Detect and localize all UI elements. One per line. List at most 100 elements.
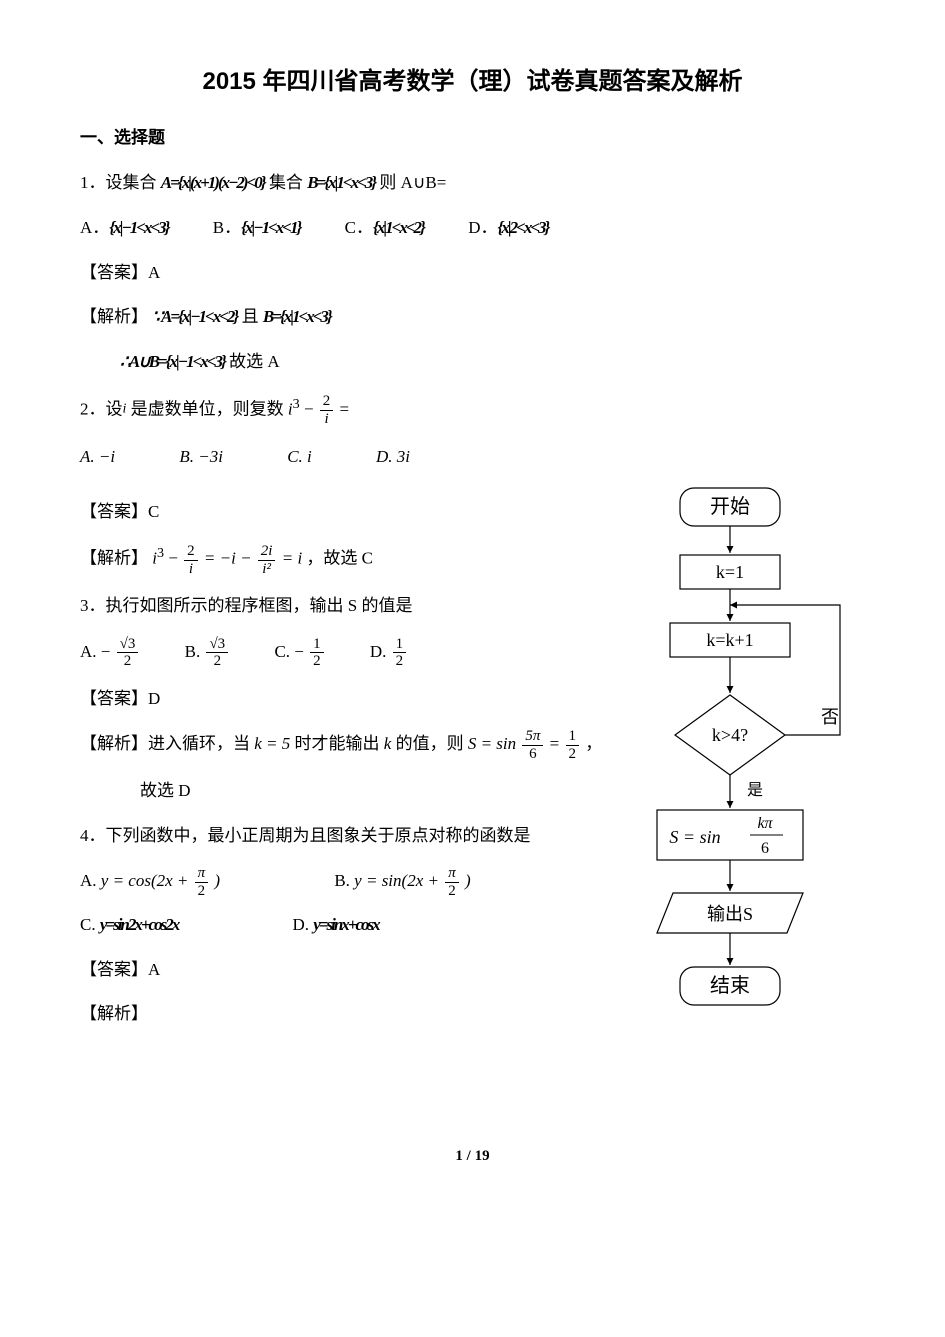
q1-set-a: A={x|(x+1)(x−2)<0} [161,173,265,192]
q1-stem-post: 则 A∪B= [379,173,446,192]
q3-optA-label: A. − [80,642,110,661]
q3-exp-k: k [384,734,392,753]
q3-optD-num: 1 [393,636,407,654]
flow-start-text: 开始 [710,495,750,518]
q2-exp-eq1: = −i − [204,549,252,568]
q4-optB-label: B. [334,871,354,890]
q2-stem-mid: 是虚数单位，则复数 [126,399,288,418]
q1-optB-val: {x|−1<x<1} [241,218,300,237]
q4-answer: 【答案】A [80,955,617,986]
question-1: 1．设集合 A={x|(x+1)(x−2)<0} 集合 B={x|1<x<3} … [80,168,865,199]
q3-exp-mid2: 的值，则 [396,734,468,753]
q1-exp-a: ∵A={x|−1<x<2} [152,307,237,326]
q1-option-c: C．{x|1<x<2} [345,213,424,244]
q2-option-a: A. −i [80,442,115,473]
q3-answer: 【答案】D [80,684,617,715]
q3-explain-2: 故选 D [80,776,617,807]
q1-exp-mid: 且 [242,307,263,326]
page-footer: 1 / 19 [80,1143,865,1170]
q4-optD-label: D. [292,915,313,934]
q2-expr-pow: 3 [293,396,300,412]
q1-optD-val: {x|2<x<3} [498,218,549,237]
question-3: 3．执行如图所示的程序框图，输出 S 的值是 [80,591,617,622]
q4-optA-label: A. [80,871,101,890]
flow-no-label: 否 [821,707,839,727]
q3-option-c: C. − 12 [274,636,325,670]
q4-optB-num: π [445,865,459,883]
q4-options-row2: C. y=sin2x+cos2x D. y=sinx+cosx [80,909,617,940]
flow-s-num: kπ [757,815,773,832]
q2-option-b: B. −3i [179,442,223,473]
q3-exp-S: S = sin [468,734,516,753]
q3-optD-den: 2 [393,653,407,670]
q4-optB-y: y = sin(2x + [354,871,443,890]
q1-optA-label: A． [80,218,109,237]
q4-option-d: D. y=sinx+cosx [292,910,378,941]
q2-exp-pow: 3 [157,545,164,561]
q3-option-b: B. √32 [185,636,231,670]
q1-explain: 【解析】 ∵A={x|−1<x<2} 且 B={x|1<x<3} [80,302,865,333]
q3-explain: 【解析】进入循环，当 k = 5 时才能输出 k 的值，则 S = sin 5π… [80,728,617,762]
q3-optC-label: C. − [274,642,308,661]
q2-frac: 2 i [320,393,334,427]
q4-explain: 【解析】 [80,999,617,1030]
q3-exp-comma: ， [585,734,602,753]
q1-optB-label: B． [213,218,241,237]
q4-optA-y: y = cos(2x + [101,871,193,890]
q3-exp-fnum: 5π [522,728,543,746]
q1-explain-2: ∴A∪B={x|−1<x<3} 故选 A [80,347,865,378]
q2-exp-f2d: i² [258,561,276,578]
q2-stem-pre: 2．设 [80,399,123,418]
section-heading-1: 一、选择题 [80,123,865,154]
q4-option-a: A. y = cos(2x + π2 ) [80,865,220,899]
q2-exp-label: 【解析】 [80,549,148,568]
q3-option-a: A. − √32 [80,636,140,670]
flow-yes-label: 是 [747,782,763,799]
q3-optC-num: 1 [310,636,324,654]
q4-option-c: C. y=sin2x+cos2x [80,910,178,941]
q4-optD-val: y=sinx+cosx [313,915,378,934]
q3-exp-hnum: 1 [566,728,580,746]
q1-optA-val: {x|−1<x<3} [109,218,168,237]
q1-exp-conclude: 故选 A [229,352,280,371]
q1-option-a: A．{x|−1<x<3} [80,213,169,244]
flowchart-svg: 开始 k=1 k=k+1 k>4? 否 是 S = sin kπ 6 输出S 结… [635,483,865,1103]
q2-frac-den: i [320,411,334,428]
q4-optC-label: C. [80,915,100,934]
q1-set-b: B={x|1<x<3} [307,173,375,192]
q2-option-c: C. i [287,442,312,473]
q2-exp-f1n: 2 [184,543,198,561]
q4-optA-close: ) [214,871,220,890]
q2-exp-eq2: = i [282,549,302,568]
q2-exp-post: ，故选 C [306,549,373,568]
q2-expr-eq: = [340,399,350,418]
q3-optA-den: 2 [117,653,139,670]
page-title: 2015 年四川省高考数学（理）试卷真题答案及解析 [80,60,865,103]
q2-frac-num: 2 [320,393,334,411]
q4-optC-val: y=sin2x+cos2x [100,915,178,934]
q1-option-d: D．{x|2<x<3} [468,213,548,244]
q2-exp-frac1: 2 i [184,543,198,577]
q3-exp-fden: 6 [522,746,543,763]
flow-kpp-text: k=k+1 [706,630,753,650]
q4-optB-den: 2 [445,883,459,900]
q1-optC-val: {x|1<x<2} [373,218,424,237]
q3-options: A. − √32 B. √32 C. − 12 D. 12 [80,636,617,670]
q1-exp-b: B={x|1<x<3} [263,307,331,326]
flow-s-den: 6 [761,840,769,857]
q3-optC-den: 2 [310,653,324,670]
question-2: 2．设i 是虚数单位，则复数 i3 − 2 i = [80,392,865,428]
q1-optC-label: C． [345,218,373,237]
question-4: 4．下列函数中，最小正周期为且图象关于原点对称的函数是 [80,821,617,852]
left-column: 【答案】C 【解析】 i3 − 2 i = −i − 2i i² = i ，故选… [80,483,617,1044]
q4-option-b: B. y = sin(2x + π2 ) [334,865,470,899]
q2-exp-minus1: − [168,549,178,568]
q1-stem-pre: 1．设集合 [80,173,161,192]
flow-end-text: 结束 [710,974,750,997]
flow-output-text: 输出S [707,904,753,924]
q1-options: A．{x|−1<x<3} B．{x|−1<x<1} C．{x|1<x<2} D．… [80,212,865,243]
q2-exp-frac2: 2i i² [258,543,276,577]
flowchart: 开始 k=1 k=k+1 k>4? 否 是 S = sin kπ 6 输出S 结… [635,483,865,1113]
q3-optB-label: B. [185,642,205,661]
q1-exp-union: ∴A∪B={x|−1<x<3} [120,352,225,371]
